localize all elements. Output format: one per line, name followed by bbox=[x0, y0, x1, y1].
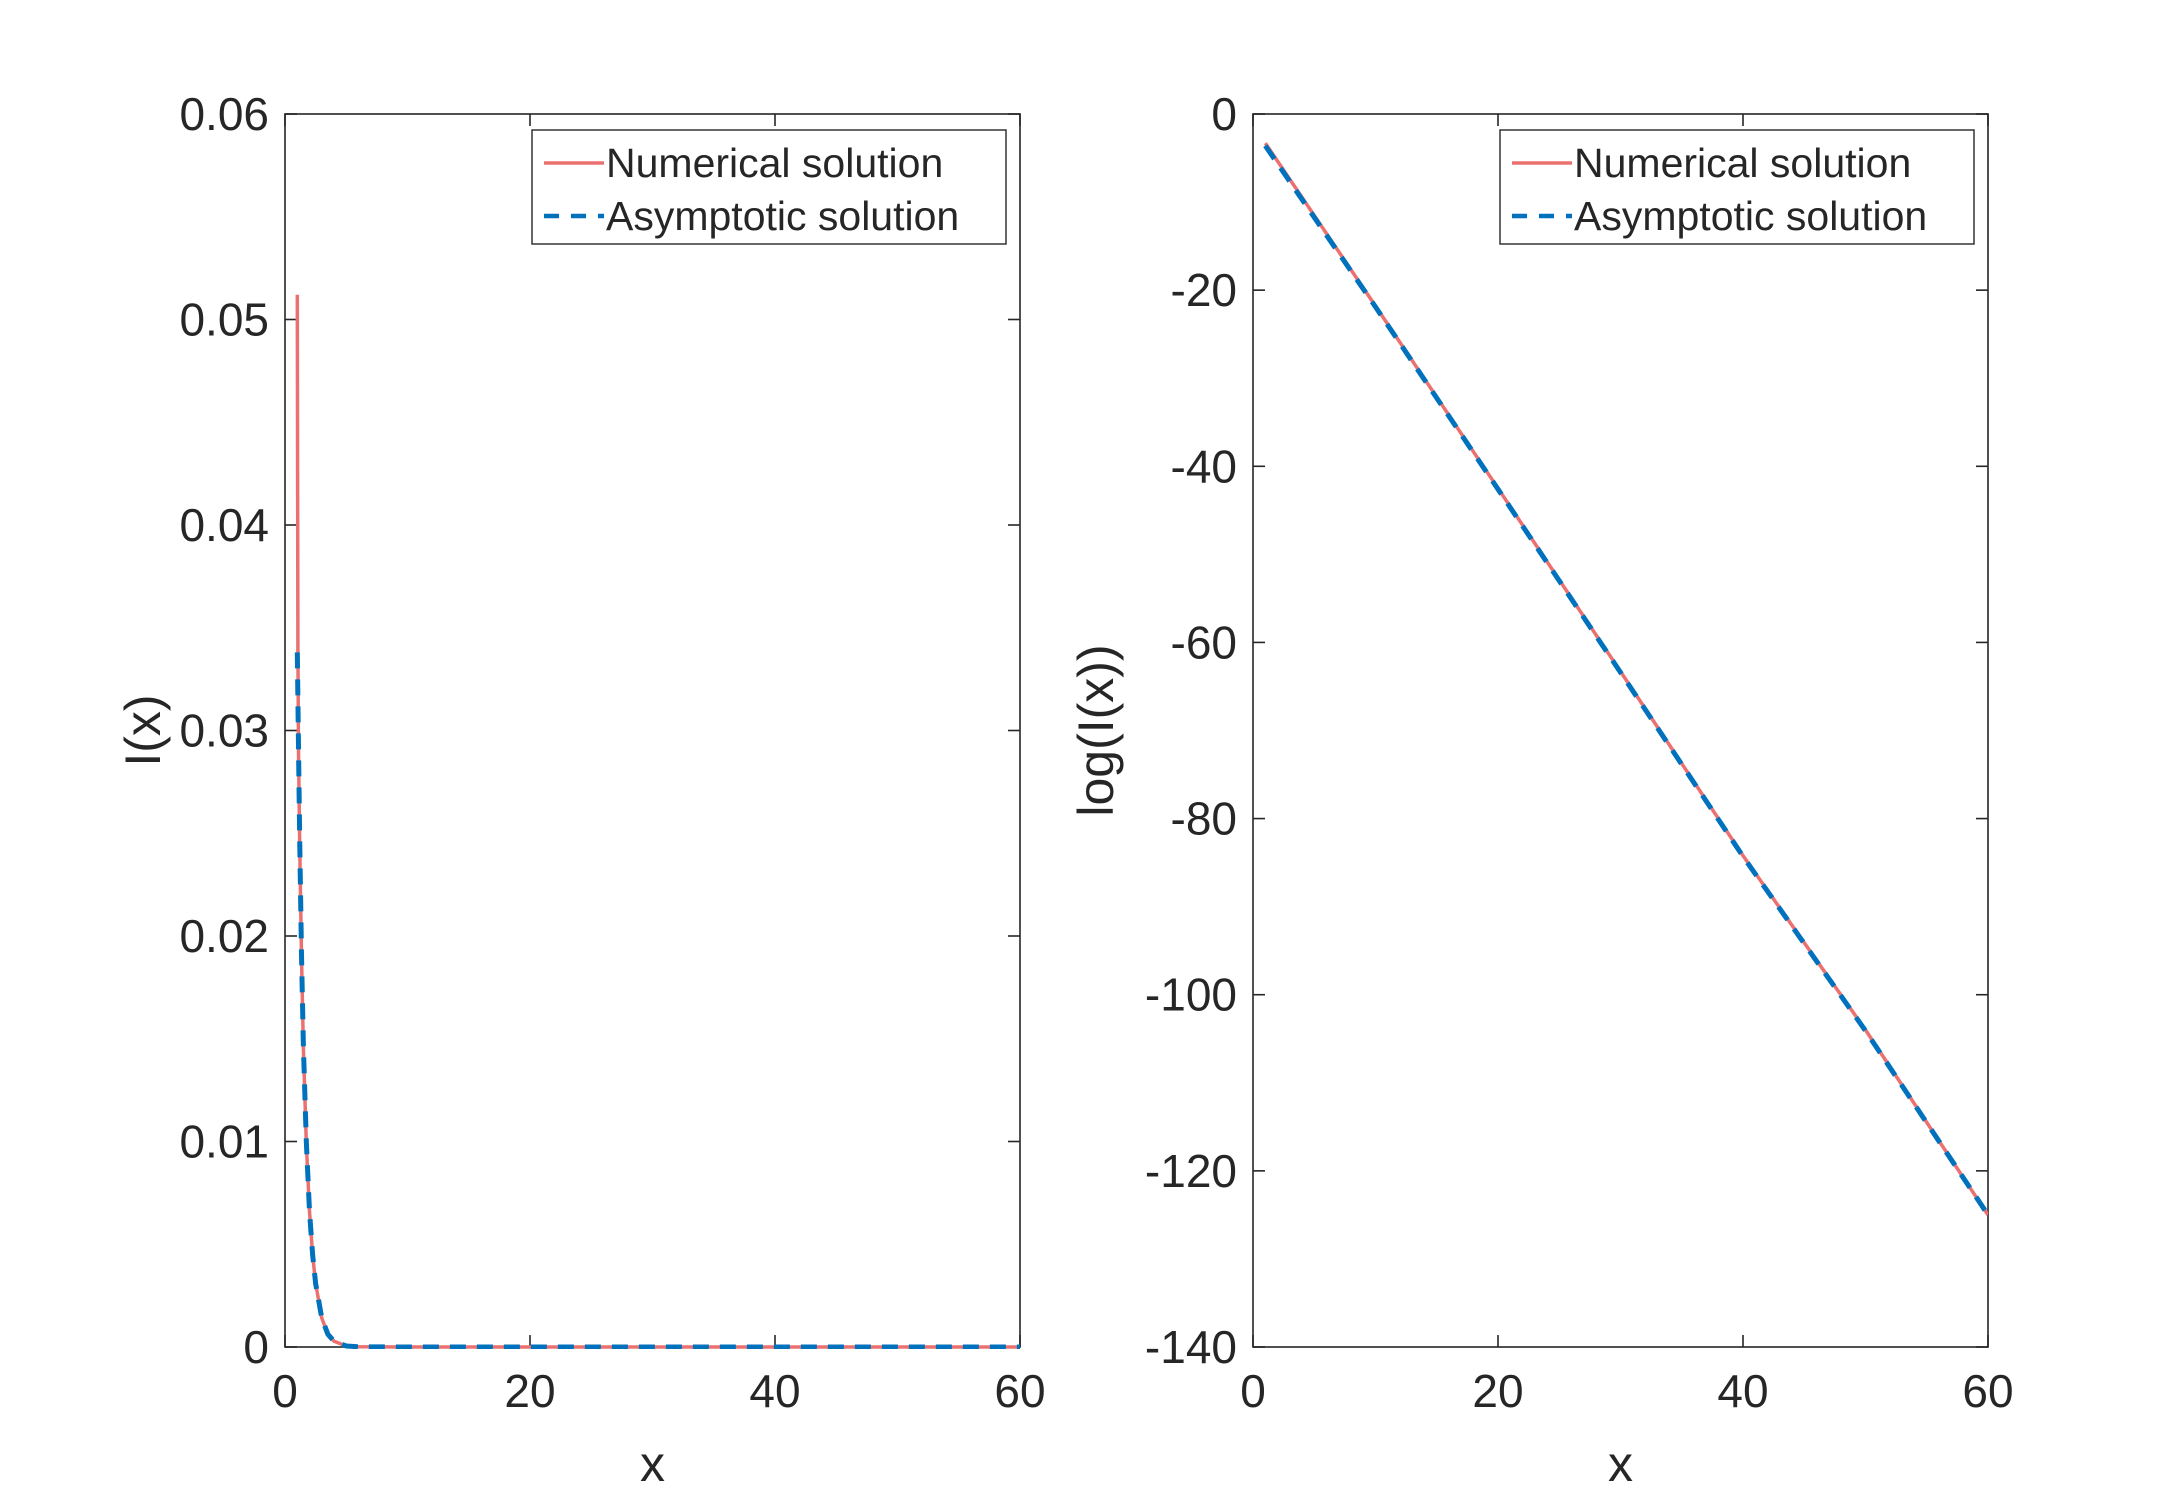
y-tick-label: -140 bbox=[1145, 1321, 1237, 1373]
axes-box bbox=[284, 113, 1021, 1348]
y-axis-label: log(I(x)) bbox=[1068, 644, 1124, 816]
x-tick-label: 20 bbox=[504, 1365, 555, 1417]
y-tick-label: -60 bbox=[1171, 616, 1237, 668]
axes-box bbox=[1252, 113, 1989, 1348]
x-axis-label: x bbox=[1608, 1436, 1633, 1492]
y-tick-label: 0.02 bbox=[179, 910, 269, 962]
x-tick-label: 0 bbox=[1240, 1365, 1266, 1417]
legend-entry: Numerical solution bbox=[606, 140, 943, 186]
y-tick-label: 0.03 bbox=[179, 705, 269, 757]
legend-box bbox=[531, 129, 1007, 245]
asymptotic-solution-line bbox=[1263, 144, 1988, 1217]
y-tick-label: 0.05 bbox=[179, 294, 269, 346]
asymptotic-solution-line bbox=[294, 652, 1020, 1349]
y-tick-label: -80 bbox=[1171, 793, 1237, 845]
legend-entry: Numerical solution bbox=[1574, 140, 1911, 186]
y-tick-label: 0.01 bbox=[179, 1116, 269, 1168]
x-tick-label: 40 bbox=[749, 1365, 800, 1417]
y-tick-label: 0 bbox=[1211, 88, 1237, 140]
y-tick-label: -40 bbox=[1171, 440, 1237, 492]
y-tick-label: 0.06 bbox=[179, 88, 269, 140]
legend-entry: Asymptotic solution bbox=[606, 193, 959, 239]
y-tick-label: 0 bbox=[243, 1321, 269, 1373]
x-axis-label: x bbox=[640, 1436, 665, 1492]
y-tick-label: -120 bbox=[1145, 1145, 1237, 1197]
y-axis-label: I(x) bbox=[115, 694, 171, 766]
x-tick-label: 60 bbox=[1962, 1365, 2013, 1417]
y-tick-label: 0.04 bbox=[179, 499, 269, 551]
legend-box bbox=[1499, 129, 1975, 245]
x-tick-label: 60 bbox=[994, 1365, 1045, 1417]
x-tick-label: 20 bbox=[1472, 1365, 1523, 1417]
x-tick-label: 0 bbox=[272, 1365, 298, 1417]
x-tick-label: 40 bbox=[1717, 1365, 1768, 1417]
legend-entry: Asymptotic solution bbox=[1574, 193, 1927, 239]
right-plot: 0 20 40 60 -140 -120 -100 -80 -60 -40 -20 0 x log(I(x… bbox=[1068, 88, 2014, 1492]
y-tick-label: -20 bbox=[1171, 264, 1237, 316]
left-plot: 0 20 40 60 0 0.01 0.02 0.03 0.04 0.05 0.06 x I(x) Num… bbox=[115, 88, 1046, 1492]
y-tick-label: -100 bbox=[1145, 969, 1237, 1021]
